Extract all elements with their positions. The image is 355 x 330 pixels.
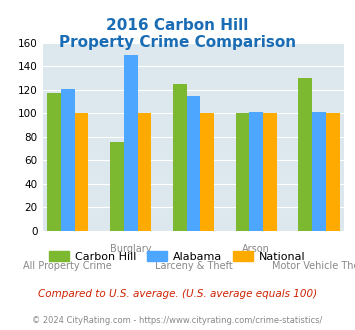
Text: © 2024 CityRating.com - https://www.cityrating.com/crime-statistics/: © 2024 CityRating.com - https://www.city… xyxy=(32,315,323,325)
Bar xyxy=(200,114,214,231)
Bar xyxy=(236,114,250,231)
Text: 2016 Carbon Hill: 2016 Carbon Hill xyxy=(106,18,249,33)
Text: All Property Crime: All Property Crime xyxy=(23,261,112,271)
Bar xyxy=(75,114,88,231)
Bar xyxy=(299,78,312,231)
Bar xyxy=(47,93,61,231)
Legend: Carbon Hill, Alabama, National: Carbon Hill, Alabama, National xyxy=(45,247,310,267)
Bar xyxy=(110,142,124,231)
Text: Arson: Arson xyxy=(242,244,270,254)
Bar xyxy=(250,112,263,231)
Bar xyxy=(263,114,277,231)
Text: Motor Vehicle Theft: Motor Vehicle Theft xyxy=(272,261,355,271)
Text: Compared to U.S. average. (U.S. average equals 100): Compared to U.S. average. (U.S. average … xyxy=(38,289,317,299)
Bar xyxy=(326,114,340,231)
Bar xyxy=(173,84,187,231)
Bar xyxy=(187,96,200,231)
Text: Burglary: Burglary xyxy=(110,244,151,254)
Text: Larceny & Theft: Larceny & Theft xyxy=(154,261,233,271)
Text: Property Crime Comparison: Property Crime Comparison xyxy=(59,35,296,50)
Bar xyxy=(124,55,137,231)
Bar xyxy=(137,114,151,231)
Bar xyxy=(312,112,326,231)
Bar xyxy=(61,89,75,231)
